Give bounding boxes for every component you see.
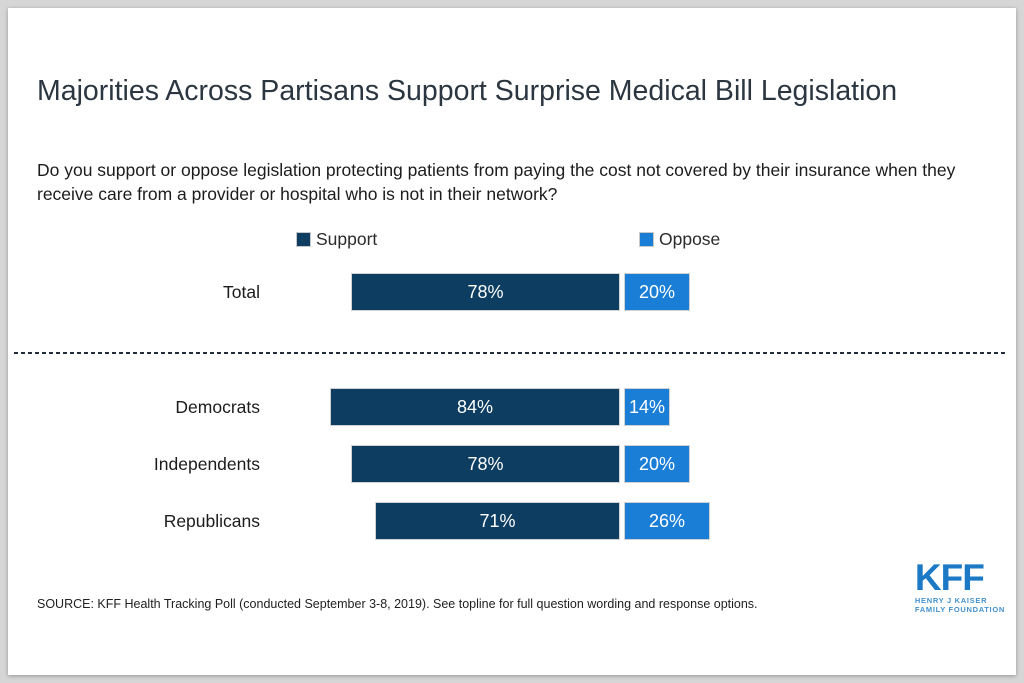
support-bar: 84% (330, 388, 620, 426)
chart-title: Majorities Across Partisans Support Surp… (37, 75, 898, 107)
kff-logo-text: KFF (914, 557, 985, 598)
legend-item-oppose: Oppose (639, 228, 721, 250)
kff-logo-line1: HENRY J KAISER (914, 596, 988, 605)
support-bar: 78% (351, 445, 620, 483)
chart-legend: Support Oppose (8, 228, 1016, 250)
oppose-value-label: 14% (628, 396, 666, 417)
category-label: Independents (153, 454, 260, 474)
support-bar: 78% (351, 273, 620, 311)
category-label: Total (223, 282, 260, 302)
oppose-bar: 26% (624, 502, 710, 540)
chart-row-democrats: Democrats 84% 14% (8, 388, 1016, 426)
bar-chart: Total 78% 20% Democrats 84% 14% Independents 78… (8, 8, 1016, 675)
oppose-value-label: 20% (638, 281, 676, 302)
chart-row-republicans: Republicans 71% 26% (8, 502, 1016, 540)
support-value-label: 71% (479, 510, 516, 531)
slide-canvas: Majorities Across Partisans Support Surp… (8, 8, 1016, 675)
chart-row-independents: Independents 78% 20% (8, 445, 1016, 483)
legend-item-support: Support (296, 228, 378, 250)
category-label: Republicans (163, 511, 260, 531)
oppose-bar: 14% (624, 388, 670, 426)
support-value-label: 78% (467, 453, 504, 474)
category-label: Democrats (175, 397, 260, 417)
dashed-divider (14, 352, 1008, 354)
source-note: SOURCE: KFF Health Tracking Poll (conduc… (37, 597, 758, 611)
oppose-swatch-icon (639, 231, 654, 247)
oppose-value-label: 26% (648, 510, 686, 531)
oppose-value-label: 20% (638, 453, 676, 474)
support-swatch-icon (296, 231, 311, 247)
chart-subtitle: Do you support or oppose legislation pro… (37, 160, 956, 204)
legend-label-support: Support (316, 228, 378, 249)
kff-logo-line2: FAMILY FOUNDATION (914, 605, 1005, 614)
support-value-label: 84% (456, 396, 494, 417)
oppose-bar: 20% (624, 445, 690, 483)
oppose-bar: 20% (624, 273, 690, 311)
support-bar: 71% (375, 502, 620, 540)
chart-row-total: Total 78% 20% (8, 273, 1016, 311)
kff-logo: KFF HENRY J KAISER FAMILY FOUNDATION (914, 557, 1005, 614)
legend-label-oppose: Oppose (659, 228, 721, 249)
support-value-label: 78% (467, 281, 504, 302)
